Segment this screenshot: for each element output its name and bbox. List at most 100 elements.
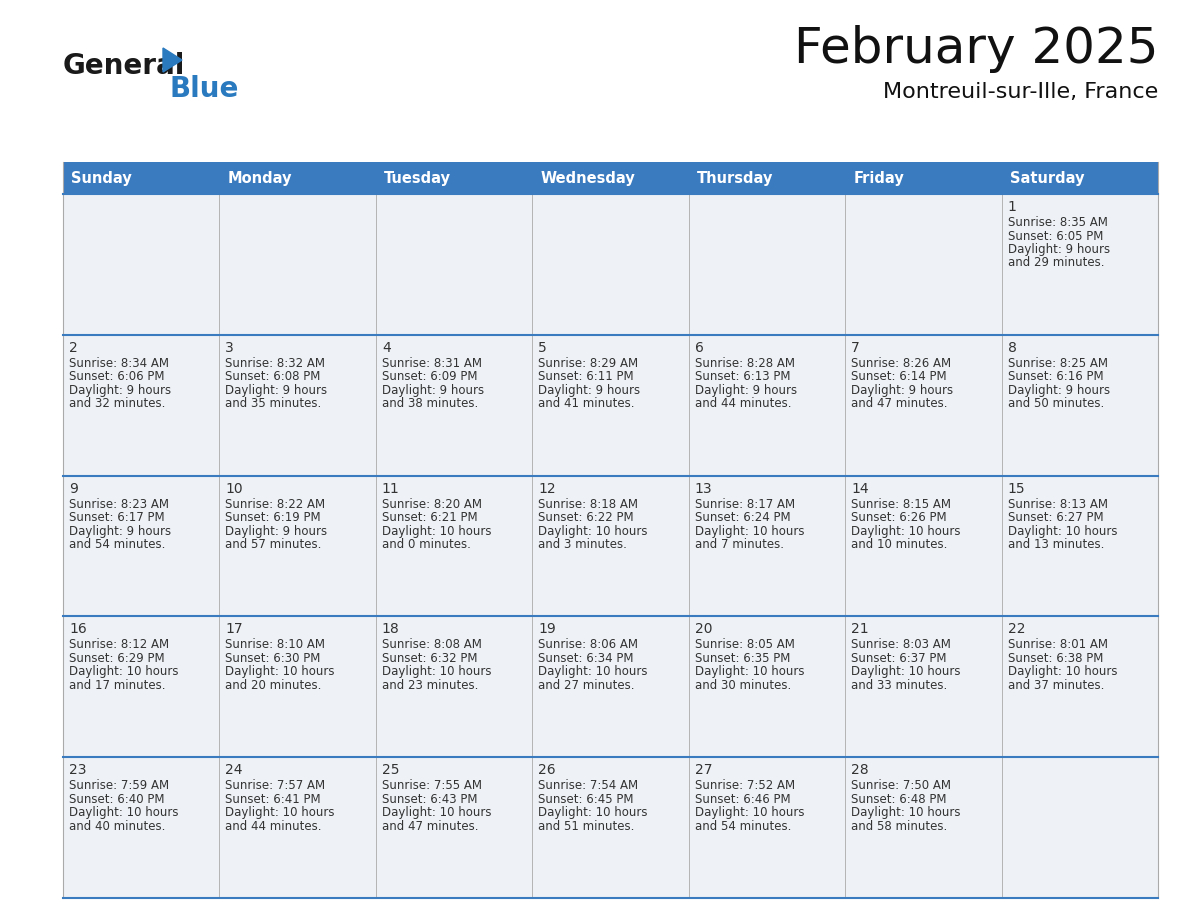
Text: 6: 6: [695, 341, 703, 354]
Polygon shape: [163, 48, 182, 72]
Text: and 54 minutes.: and 54 minutes.: [69, 538, 165, 551]
Text: and 23 minutes.: and 23 minutes.: [381, 679, 479, 692]
Text: Daylight: 10 hours: Daylight: 10 hours: [1007, 524, 1117, 538]
Text: Sunrise: 8:31 AM: Sunrise: 8:31 AM: [381, 357, 482, 370]
Text: and 47 minutes.: and 47 minutes.: [851, 397, 948, 410]
Text: and 32 minutes.: and 32 minutes.: [69, 397, 165, 410]
Text: Friday: Friday: [853, 171, 904, 185]
Text: Sunset: 6:22 PM: Sunset: 6:22 PM: [538, 511, 634, 524]
Bar: [220, 194, 375, 335]
Text: and 17 minutes.: and 17 minutes.: [69, 679, 165, 692]
Bar: [220, 162, 375, 194]
Text: Daylight: 10 hours: Daylight: 10 hours: [226, 806, 335, 819]
Text: 11: 11: [381, 482, 399, 496]
Text: Sunset: 6:11 PM: Sunset: 6:11 PM: [538, 370, 634, 384]
Bar: [1001, 476, 1158, 616]
Text: Daylight: 9 hours: Daylight: 9 hours: [69, 384, 171, 397]
Text: Sunset: 6:21 PM: Sunset: 6:21 PM: [381, 511, 478, 524]
Text: Sunrise: 8:35 AM: Sunrise: 8:35 AM: [1007, 216, 1107, 229]
Bar: [845, 335, 1001, 476]
Text: Sunrise: 8:23 AM: Sunrise: 8:23 AM: [69, 498, 169, 510]
Text: and 50 minutes.: and 50 minutes.: [1007, 397, 1104, 410]
Text: Sunset: 6:40 PM: Sunset: 6:40 PM: [69, 793, 164, 806]
Text: Sunset: 6:48 PM: Sunset: 6:48 PM: [851, 793, 947, 806]
Text: Daylight: 10 hours: Daylight: 10 hours: [538, 666, 647, 678]
Text: Sunrise: 8:32 AM: Sunrise: 8:32 AM: [226, 357, 326, 370]
Text: Sunset: 6:32 PM: Sunset: 6:32 PM: [381, 652, 478, 665]
Text: Daylight: 10 hours: Daylight: 10 hours: [851, 524, 961, 538]
Text: 17: 17: [226, 622, 244, 636]
Text: Monday: Monday: [227, 171, 292, 185]
Bar: [220, 616, 375, 757]
Text: 5: 5: [538, 341, 546, 354]
Text: 3: 3: [226, 341, 234, 354]
Text: Sunset: 6:19 PM: Sunset: 6:19 PM: [226, 511, 321, 524]
Text: Sunset: 6:38 PM: Sunset: 6:38 PM: [1007, 652, 1102, 665]
Text: 8: 8: [1007, 341, 1017, 354]
Text: Daylight: 9 hours: Daylight: 9 hours: [69, 524, 171, 538]
Text: 25: 25: [381, 763, 399, 778]
Text: and 44 minutes.: and 44 minutes.: [695, 397, 791, 410]
Text: Sunrise: 8:05 AM: Sunrise: 8:05 AM: [695, 638, 795, 652]
Bar: [63, 194, 220, 335]
Text: Saturday: Saturday: [1010, 171, 1085, 185]
Bar: [375, 335, 532, 476]
Text: Sunset: 6:35 PM: Sunset: 6:35 PM: [695, 652, 790, 665]
Bar: [689, 194, 845, 335]
Bar: [689, 162, 845, 194]
Text: Sunrise: 7:59 AM: Sunrise: 7:59 AM: [69, 779, 169, 792]
Text: Sunset: 6:05 PM: Sunset: 6:05 PM: [1007, 230, 1102, 242]
Bar: [375, 194, 532, 335]
Text: Sunrise: 8:34 AM: Sunrise: 8:34 AM: [69, 357, 169, 370]
Text: Daylight: 10 hours: Daylight: 10 hours: [695, 666, 804, 678]
Text: Sunset: 6:06 PM: Sunset: 6:06 PM: [69, 370, 164, 384]
Bar: [532, 616, 689, 757]
Text: Daylight: 10 hours: Daylight: 10 hours: [69, 806, 178, 819]
Text: and 13 minutes.: and 13 minutes.: [1007, 538, 1104, 551]
Text: Daylight: 10 hours: Daylight: 10 hours: [538, 806, 647, 819]
Text: Wednesday: Wednesday: [541, 171, 636, 185]
Text: Sunset: 6:41 PM: Sunset: 6:41 PM: [226, 793, 321, 806]
Text: and 30 minutes.: and 30 minutes.: [695, 679, 791, 692]
Text: Sunrise: 8:29 AM: Sunrise: 8:29 AM: [538, 357, 638, 370]
Text: Sunrise: 8:12 AM: Sunrise: 8:12 AM: [69, 638, 169, 652]
Text: Daylight: 10 hours: Daylight: 10 hours: [1007, 666, 1117, 678]
Text: Daylight: 9 hours: Daylight: 9 hours: [226, 384, 328, 397]
Text: 7: 7: [851, 341, 860, 354]
Text: 13: 13: [695, 482, 713, 496]
Text: Daylight: 9 hours: Daylight: 9 hours: [226, 524, 328, 538]
Text: Sunrise: 8:18 AM: Sunrise: 8:18 AM: [538, 498, 638, 510]
Bar: [532, 476, 689, 616]
Text: Tuesday: Tuesday: [384, 171, 451, 185]
Bar: [532, 162, 689, 194]
Text: 19: 19: [538, 622, 556, 636]
Text: and 40 minutes.: and 40 minutes.: [69, 820, 165, 833]
Text: and 7 minutes.: and 7 minutes.: [695, 538, 784, 551]
Text: Sunrise: 8:13 AM: Sunrise: 8:13 AM: [1007, 498, 1107, 510]
Bar: [1001, 757, 1158, 898]
Text: Sunset: 6:13 PM: Sunset: 6:13 PM: [695, 370, 790, 384]
Text: 10: 10: [226, 482, 244, 496]
Text: Daylight: 10 hours: Daylight: 10 hours: [69, 666, 178, 678]
Bar: [63, 476, 220, 616]
Bar: [532, 757, 689, 898]
Bar: [1001, 335, 1158, 476]
Text: Sunrise: 8:15 AM: Sunrise: 8:15 AM: [851, 498, 952, 510]
Text: Sunset: 6:43 PM: Sunset: 6:43 PM: [381, 793, 478, 806]
Text: and 51 minutes.: and 51 minutes.: [538, 820, 634, 833]
Bar: [689, 616, 845, 757]
Text: Sunrise: 8:26 AM: Sunrise: 8:26 AM: [851, 357, 952, 370]
Text: and 27 minutes.: and 27 minutes.: [538, 679, 634, 692]
Text: and 20 minutes.: and 20 minutes.: [226, 679, 322, 692]
Bar: [845, 476, 1001, 616]
Text: 9: 9: [69, 482, 78, 496]
Text: 23: 23: [69, 763, 87, 778]
Bar: [1001, 616, 1158, 757]
Bar: [63, 757, 220, 898]
Text: Sunset: 6:34 PM: Sunset: 6:34 PM: [538, 652, 633, 665]
Text: Daylight: 10 hours: Daylight: 10 hours: [381, 666, 492, 678]
Bar: [689, 335, 845, 476]
Text: Sunset: 6:45 PM: Sunset: 6:45 PM: [538, 793, 633, 806]
Text: 27: 27: [695, 763, 713, 778]
Text: Blue: Blue: [170, 75, 239, 103]
